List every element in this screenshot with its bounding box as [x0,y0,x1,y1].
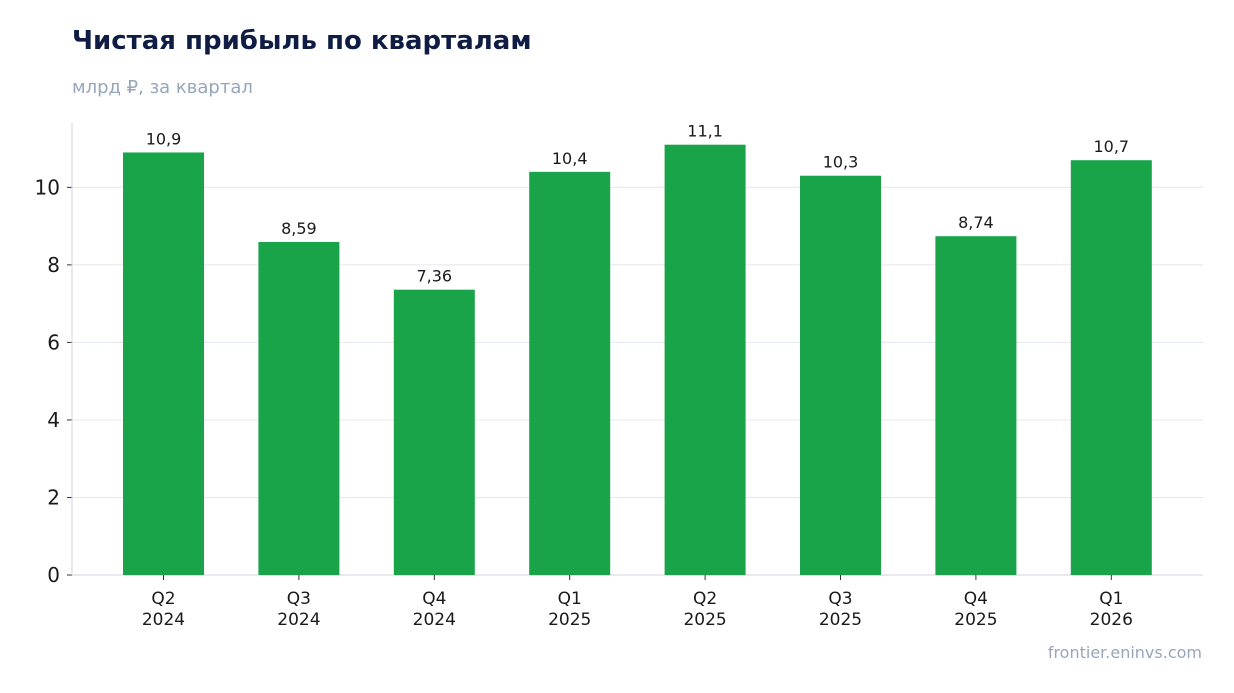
labels: 10,9Q220248,59Q320247,36Q4202410,4Q12025… [142,122,1133,630]
x-tick-label-year: 2024 [413,610,456,630]
x-tick-label-quarter: Q1 [1099,589,1123,609]
bar-value-label: 10,7 [1093,137,1129,156]
y-tick-label: 0 [47,563,60,587]
y-tick-label: 2 [47,485,60,509]
y-tick-label: 6 [47,330,60,354]
y-tick-label: 8 [47,253,60,277]
x-tick-label-quarter: Q3 [828,589,852,609]
chart-title: Чистая прибыль по кварталам [72,26,532,56]
y-tick-label: 10 [35,175,60,199]
bar [664,144,746,575]
x-tick-label-quarter: Q2 [693,589,717,609]
gridlines [72,186,1203,498]
axes: 0 2 4 6 8 10 [35,123,1203,587]
bar-value-label: 10,9 [146,129,182,148]
y-tick-label: 4 [47,408,60,432]
bar [393,289,475,575]
x-tick-label-quarter: Q4 [422,589,446,609]
bar-value-label: 7,36 [416,267,452,286]
x-tick-label-quarter: Q2 [151,589,175,609]
bar [123,152,204,575]
x-tick-label-quarter: Q3 [287,589,311,609]
bar-value-label: 10,4 [552,149,588,168]
x-tick-label-year: 2024 [142,610,185,630]
bar-value-label: 8,59 [281,219,317,238]
x-tick-label-year: 2025 [954,610,997,630]
chart-subtitle: млрд ₽, за квартал [72,77,253,98]
source-credit: frontier.eninvs.com [1047,643,1202,662]
x-tick-label-quarter: Q4 [964,589,988,609]
bar [529,171,611,575]
bar-value-label: 10,3 [823,153,859,172]
bar [1070,160,1152,575]
bar-value-label: 11,1 [687,122,723,141]
x-tick-label-year: 2025 [819,610,862,630]
x-tick-label-year: 2026 [1090,610,1133,630]
x-tick-label-year: 2025 [548,610,591,630]
bars [123,144,1152,576]
bar [800,175,881,576]
x-tick-label-year: 2025 [683,610,726,630]
bar [935,236,1017,575]
bar-value-label: 8,74 [958,213,994,232]
bar [258,242,340,575]
x-tick-label-year: 2024 [277,610,320,630]
x-tick-label-quarter: Q1 [558,589,582,609]
